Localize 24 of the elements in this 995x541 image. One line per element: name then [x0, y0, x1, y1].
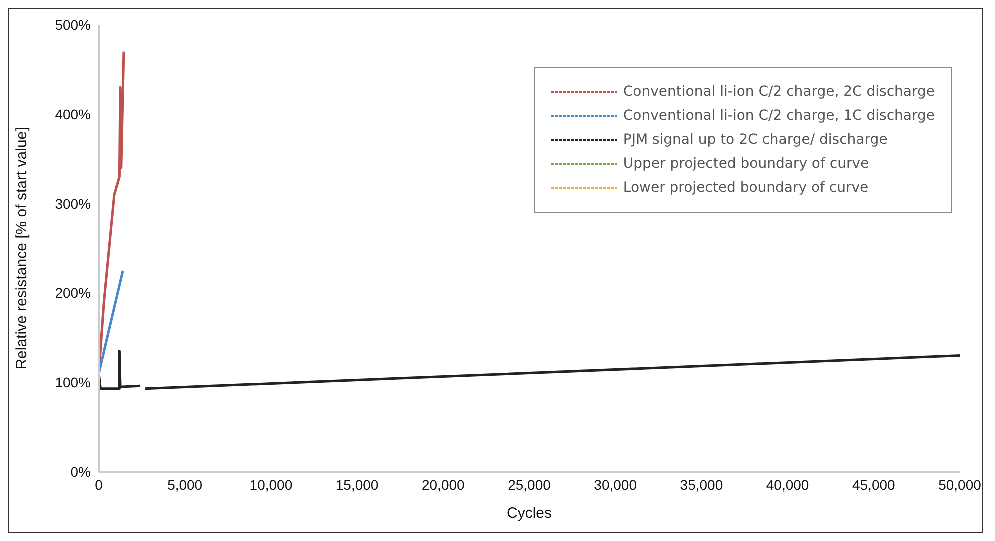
x-tick-label: 5,000 [168, 476, 203, 493]
legend-label: Conventional li-ion C/2 charge, 2C discharge [623, 84, 935, 100]
y-tick-label: 500% [55, 16, 91, 33]
x-tick-label: 0 [95, 476, 104, 493]
x-tick-label: 50,000 [938, 476, 982, 493]
x-tick-label: 40,000 [766, 476, 810, 493]
legend-label: Conventional li-ion C/2 charge, 1C discharge [623, 108, 935, 124]
y-tick-label: 400% [55, 106, 91, 122]
legend-label: PJM signal up to 2C charge/ discharge [623, 132, 888, 148]
x-tick-label: 25,000 [508, 476, 552, 493]
y-tick-label: 200% [55, 285, 91, 302]
x-tick-label: 35,000 [680, 476, 724, 493]
y-tick-label: 300% [55, 196, 91, 212]
x-tick-label: 20,000 [422, 476, 466, 493]
x-axis-title: Cycles [506, 505, 552, 522]
x-tick-label: 15,000 [336, 476, 379, 493]
y-axis-title: Relative resistance [% of start value] [13, 127, 30, 370]
y-tick-label: 0% [70, 464, 91, 480]
legend-label: Upper projected boundary of curve [623, 156, 870, 172]
x-tick-label: 10,000 [250, 476, 293, 493]
y-tick-label: 100% [55, 374, 91, 391]
x-tick-label: 45,000 [852, 476, 896, 493]
x-tick-label: 30,000 [594, 476, 638, 493]
legend-label: Lower projected boundary of curve [623, 180, 869, 196]
